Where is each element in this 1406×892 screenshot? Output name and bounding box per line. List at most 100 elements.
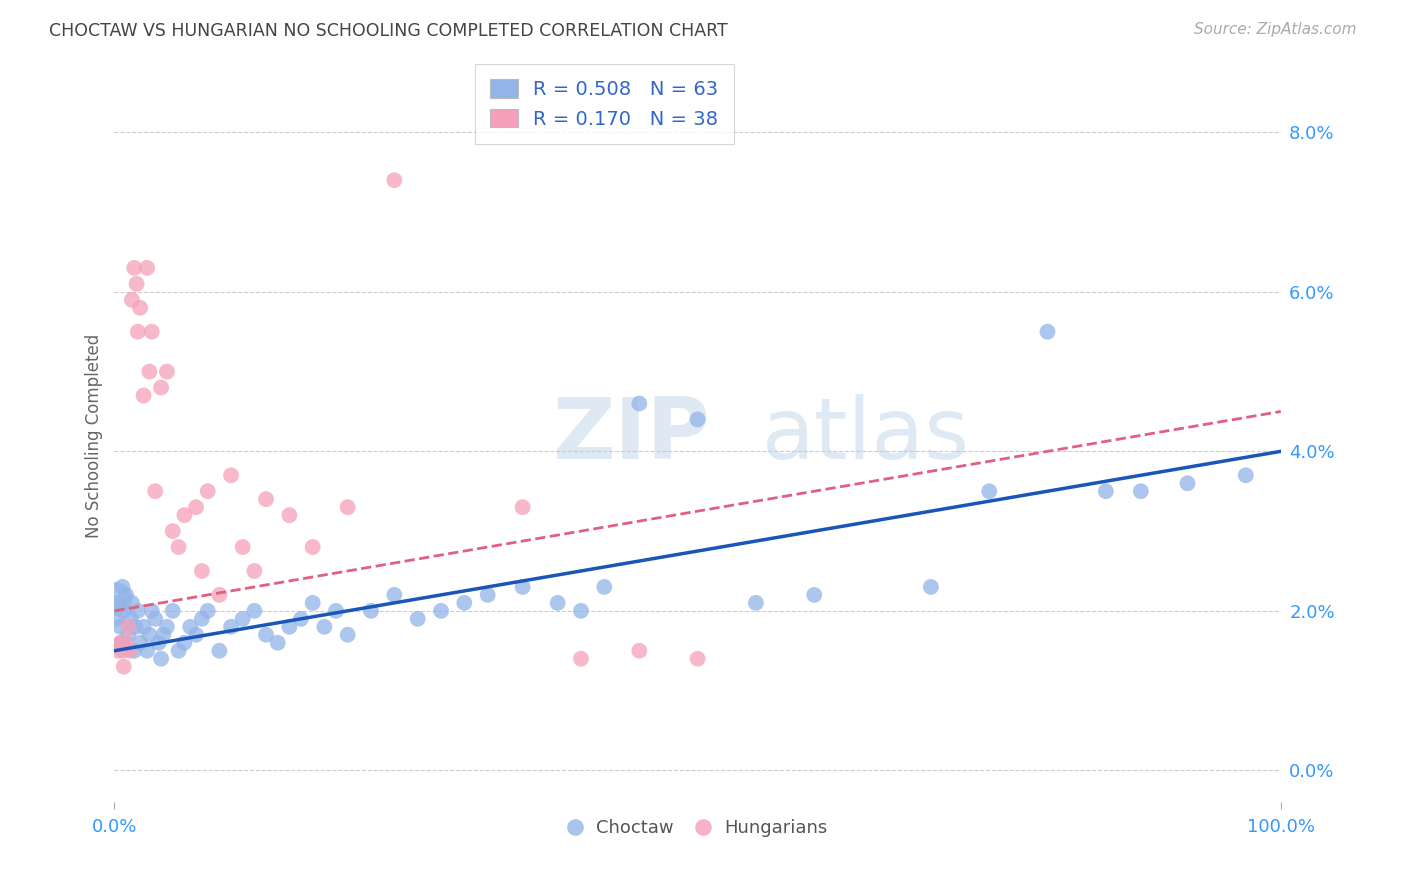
Point (107, 644, 129, 658)
Point (208, 644, 231, 658)
Point (105, 612, 128, 626)
Point (111, 644, 134, 658)
Point (125, 277, 148, 291)
Point (117, 620, 139, 634)
Point (122, 260, 145, 275)
Point (593, 580, 616, 594)
Point (127, 604, 149, 618)
Point (254, 492, 277, 507)
Point (129, 301, 152, 315)
Point (162, 524, 184, 538)
Point (314, 620, 336, 634)
Point (150, 651, 173, 665)
Point (382, 173, 405, 187)
Point (104, 591, 127, 606)
Point (336, 628, 359, 642)
Point (152, 628, 174, 642)
Point (686, 651, 709, 665)
Point (336, 500, 359, 515)
Point (1234, 468, 1257, 483)
Point (325, 604, 347, 618)
Point (150, 380, 173, 394)
Point (232, 540, 254, 554)
Point (173, 508, 195, 523)
Point (267, 636, 290, 650)
Point (110, 620, 132, 634)
Point (569, 651, 592, 665)
Point (382, 588, 405, 602)
Legend: Choctaw, Hungarians: Choctaw, Hungarians (560, 812, 835, 845)
Point (112, 604, 135, 618)
Point (920, 580, 942, 594)
Point (143, 484, 166, 499)
Point (191, 612, 214, 626)
Point (197, 604, 219, 618)
Point (243, 564, 266, 578)
Point (232, 612, 254, 626)
Point (156, 620, 179, 634)
Point (115, 636, 138, 650)
Point (127, 325, 149, 339)
Point (197, 484, 219, 499)
Point (1036, 325, 1059, 339)
Point (124, 620, 146, 634)
Point (406, 612, 429, 626)
Point (136, 644, 159, 658)
Point (512, 500, 534, 515)
Point (121, 293, 143, 307)
Point (184, 500, 207, 515)
Point (686, 412, 709, 426)
Point (547, 596, 569, 610)
Point (301, 540, 323, 554)
Text: ZIP: ZIP (551, 394, 710, 477)
Point (121, 596, 143, 610)
Point (110, 636, 132, 650)
Point (179, 620, 201, 634)
Point (184, 628, 207, 642)
Point (512, 580, 534, 594)
Point (115, 588, 138, 602)
Point (118, 644, 141, 658)
Point (628, 644, 651, 658)
Point (138, 365, 160, 379)
Point (132, 620, 155, 634)
Point (112, 659, 135, 673)
Point (110, 636, 132, 650)
Point (162, 604, 184, 618)
Point (430, 604, 453, 618)
Y-axis label: No Schooling Completed: No Schooling Completed (86, 334, 103, 538)
Point (290, 612, 312, 626)
Point (129, 636, 152, 650)
Point (173, 636, 195, 650)
Point (803, 588, 825, 602)
Text: CHOCTAW VS HUNGARIAN NO SCHOOLING COMPLETED CORRELATION CHART: CHOCTAW VS HUNGARIAN NO SCHOOLING COMPLE… (49, 22, 728, 40)
Point (979, 484, 1001, 499)
Point (117, 628, 139, 642)
Point (243, 604, 266, 618)
Point (453, 596, 475, 610)
Point (569, 604, 592, 618)
Point (167, 540, 190, 554)
Point (111, 580, 134, 594)
Point (191, 564, 214, 578)
Point (278, 620, 301, 634)
Point (141, 604, 163, 618)
Text: Source: ZipAtlas.com: Source: ZipAtlas.com (1194, 22, 1357, 37)
Point (132, 388, 155, 402)
Point (219, 468, 242, 483)
Point (208, 588, 231, 602)
Point (628, 396, 651, 410)
Point (254, 628, 277, 642)
Point (141, 325, 163, 339)
Point (301, 596, 323, 610)
Point (360, 604, 382, 618)
Point (136, 260, 159, 275)
Point (477, 588, 499, 602)
Point (156, 365, 179, 379)
Point (167, 644, 190, 658)
Point (120, 612, 142, 626)
Point (138, 628, 160, 642)
Point (143, 612, 166, 626)
Point (122, 644, 145, 658)
Point (148, 636, 170, 650)
